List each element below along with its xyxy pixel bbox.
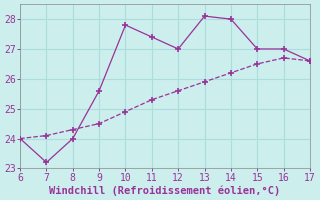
X-axis label: Windchill (Refroidissement éolien,°C): Windchill (Refroidissement éolien,°C) xyxy=(49,185,281,196)
